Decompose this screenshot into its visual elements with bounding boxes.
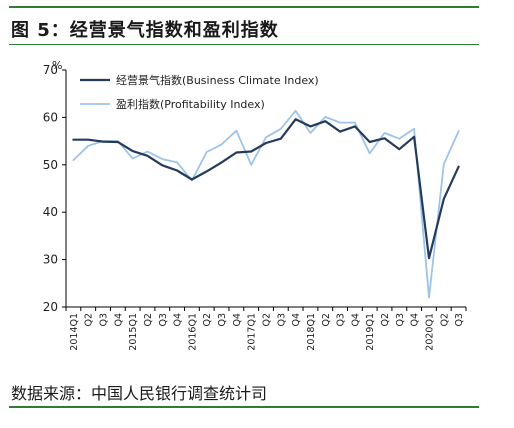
x-tick-label: Q4 bbox=[113, 313, 124, 327]
x-tick-label: 2017Q1 bbox=[247, 313, 258, 351]
series-layer bbox=[72, 109, 460, 299]
x-tick-label: 2018Q1 bbox=[306, 313, 317, 351]
x-tick-label: Q2 bbox=[202, 313, 213, 327]
top-rule bbox=[9, 6, 479, 8]
x-tick-label: Q3 bbox=[217, 313, 228, 327]
x-tick-label: Q4 bbox=[291, 313, 302, 327]
y-tick-label: 70 bbox=[43, 63, 58, 77]
y-tick-label: 40 bbox=[43, 205, 58, 219]
x-tick-label: Q3 bbox=[99, 313, 110, 327]
x-tick-label: Q3 bbox=[158, 313, 169, 327]
x-tick-label: Q3 bbox=[276, 313, 287, 327]
y-tick-label: 20 bbox=[43, 300, 58, 314]
x-tick-label: Q4 bbox=[350, 313, 361, 327]
x-tick-label: 2015Q1 bbox=[128, 313, 139, 351]
y-unit-label: % bbox=[52, 59, 62, 72]
figure-title: 图 5：经营景气指数和盈利指数 bbox=[11, 20, 279, 41]
y-tick-label: 60 bbox=[43, 110, 58, 124]
x-tick-label: Q2 bbox=[321, 313, 332, 327]
y-tick-label: 50 bbox=[43, 158, 58, 172]
x-tick-label: Q4 bbox=[410, 313, 421, 327]
x-tick-label: Q2 bbox=[84, 313, 95, 327]
x-tick-label: Q4 bbox=[173, 313, 184, 327]
x-tick-label: 2014Q1 bbox=[69, 313, 80, 351]
legend-label-2: 盈利指数(Profitability Index) bbox=[116, 97, 265, 111]
x-tick-label: Q2 bbox=[380, 313, 391, 327]
x-tick-label: Q4 bbox=[232, 313, 243, 327]
x-tick-label: 2020Q1 bbox=[424, 313, 435, 351]
x-tick-label: Q2 bbox=[143, 313, 154, 327]
bottom-rule bbox=[9, 406, 479, 408]
x-tick-label: Q3 bbox=[336, 313, 347, 327]
y-tick-label: 30 bbox=[43, 253, 58, 267]
x-tick-label: Q3 bbox=[454, 313, 465, 327]
chart-legend: 经营景气指数(Business Climate Index) 盈利指数(Profi… bbox=[80, 73, 319, 111]
series-line-1 bbox=[72, 118, 460, 260]
x-tick-label: 2019Q1 bbox=[365, 313, 376, 351]
title-rule bbox=[9, 44, 479, 45]
series-line-2 bbox=[72, 109, 460, 299]
x-tick-label: 2016Q1 bbox=[187, 313, 198, 351]
x-tick-label: Q3 bbox=[395, 313, 406, 327]
data-source: 数据来源：中国人民银行调查统计司 bbox=[11, 384, 268, 403]
legend-label-1: 经营景气指数(Business Climate Index) bbox=[116, 73, 319, 87]
x-tick-label: Q2 bbox=[262, 313, 273, 327]
x-tick-label: Q2 bbox=[439, 313, 450, 327]
